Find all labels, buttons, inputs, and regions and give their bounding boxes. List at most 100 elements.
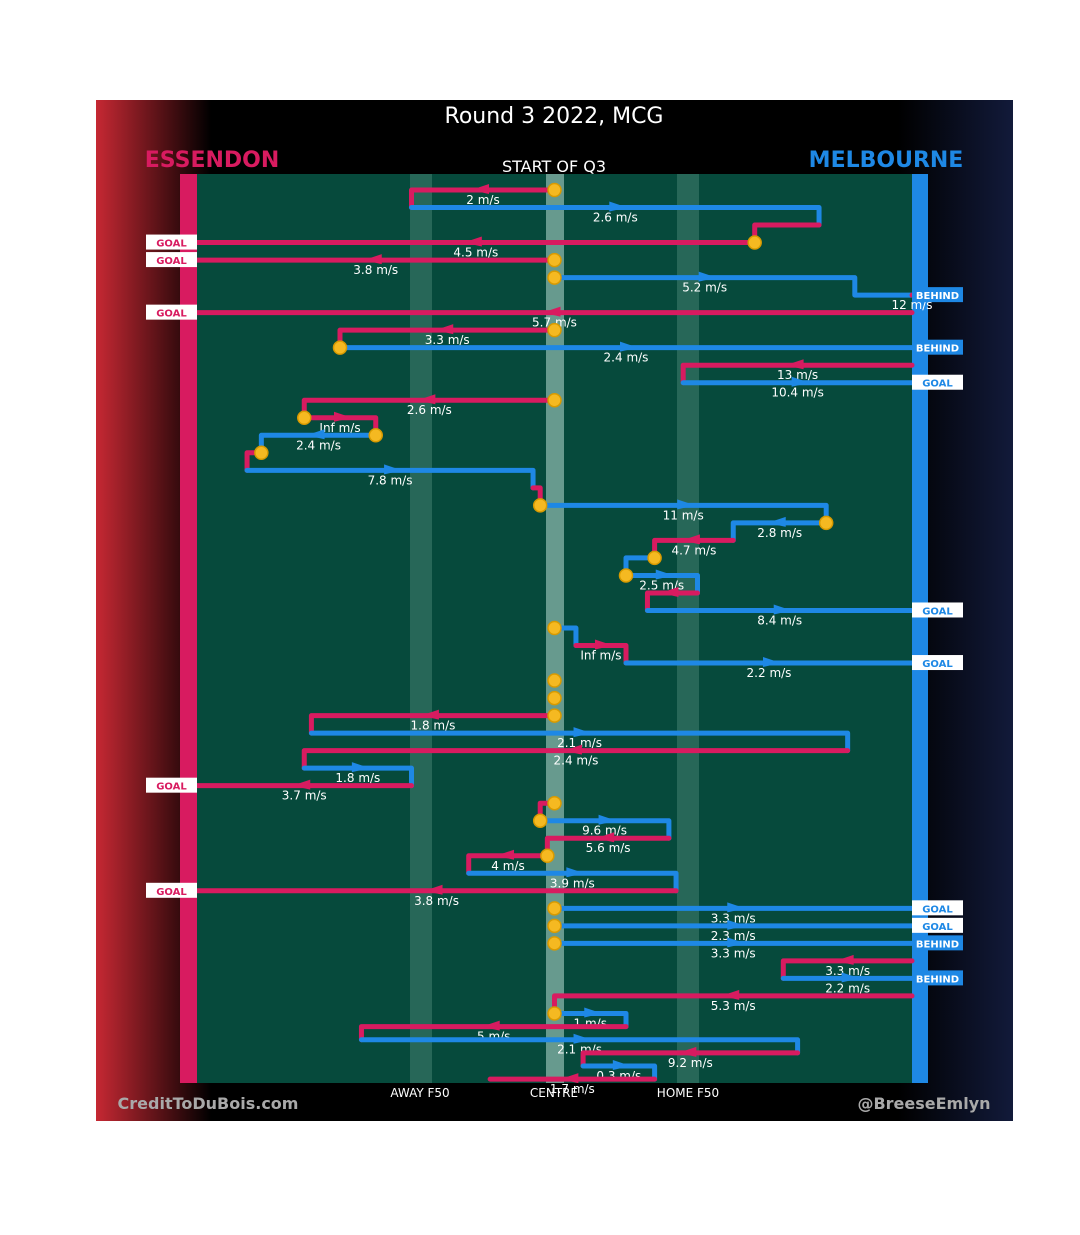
speed-label: 4 m/s	[491, 859, 524, 873]
chain-43: 3.3 m/s	[780, 954, 915, 981]
stoppage-marker	[368, 428, 383, 443]
chain-41: 2.3 m/s GOAL	[547, 917, 963, 943]
chain-18: 2.8 m/s	[730, 515, 834, 543]
stoppage-marker	[547, 673, 562, 688]
away-goal-post-bar	[180, 174, 197, 1083]
speed-label: 5.3 m/s	[711, 999, 756, 1013]
speed-label: 3.3 m/s	[711, 946, 756, 960]
chain-path	[680, 362, 915, 386]
outcome-label: GOAL	[156, 256, 187, 267]
chain-24	[547, 620, 579, 649]
chain-arrow	[727, 902, 746, 913]
outcome-badge-goal: GOAL	[912, 655, 963, 671]
outcome-badge-goal: GOAL	[146, 304, 197, 320]
chain-arrow	[560, 1073, 579, 1084]
speed-label: 13 m/s	[777, 368, 818, 382]
stoppage-marker	[332, 340, 348, 355]
chain-32: 1.8 m/s	[301, 762, 414, 789]
speed-label: 10.4 m/s	[771, 386, 824, 400]
chain-23: 8.4 m/s GOAL	[644, 602, 963, 627]
possession-chains: 2 m/s 2.6 m/s 4.5 m/s GOAL 3.8 m/s GOAL 5.2 m/…	[146, 182, 963, 1096]
stoppage-marker	[547, 708, 562, 723]
chain-arrow	[655, 569, 674, 580]
chain-arrow	[471, 184, 489, 194]
chain-arrow	[384, 464, 403, 475]
chain-arrow	[573, 727, 592, 738]
outcome-label: GOAL	[156, 887, 187, 898]
chain-14	[244, 445, 269, 473]
stoppage-marker	[647, 550, 662, 566]
chain-arrow	[424, 884, 443, 895]
stoppage-marker	[547, 690, 562, 706]
stoppage-marker	[547, 795, 562, 811]
chain-arrow	[835, 954, 854, 965]
chain-31: 2.4 m/s	[301, 744, 851, 771]
chain-33: 3.7 m/s GOAL	[146, 777, 414, 803]
outcome-label: BEHIND	[916, 291, 959, 302]
chain-arrow	[573, 1033, 592, 1044]
speed-label: 11 m/s	[663, 508, 704, 522]
speed-label: 3.8 m/s	[353, 263, 398, 277]
outcome-label: BEHIND	[916, 939, 959, 950]
speed-label: 8.4 m/s	[757, 613, 802, 627]
speed-label: 2 m/s	[466, 193, 499, 207]
stoppage-marker	[547, 322, 562, 338]
speed-label: 5.6 m/s	[586, 841, 631, 855]
speed-label: 2.2 m/s	[825, 981, 870, 995]
chain-29: 1.8 m/s	[308, 708, 562, 736]
chain-path	[580, 1050, 801, 1069]
speed-label: 1.8 m/s	[411, 719, 456, 733]
home-goal-post-bar	[912, 174, 928, 1083]
chain-arrow	[584, 1007, 603, 1018]
chain-path	[358, 1024, 629, 1043]
chain-arrow	[542, 306, 561, 317]
stoppage-marker	[547, 901, 562, 916]
tick-label-centre: CENTRE	[530, 1086, 578, 1100]
speed-label: 2.8 m/s	[757, 526, 802, 540]
chain-arrow	[620, 341, 638, 352]
speed-label: 4.7 m/s	[671, 543, 716, 557]
chain-arrow	[841, 972, 860, 983]
chain-arrow	[363, 254, 382, 265]
chain-path	[623, 572, 700, 596]
chain-26: 2.2 m/s GOAL	[623, 655, 963, 680]
chain-3: 3.8 m/s GOAL	[146, 252, 562, 277]
chain-path	[644, 590, 700, 613]
stoppage-marker	[547, 1006, 562, 1021]
chain-arrow	[677, 499, 696, 510]
chain-27	[547, 673, 562, 688]
speed-label: 2.3 m/s	[711, 929, 756, 943]
chain-39: 3.8 m/s GOAL	[146, 882, 679, 908]
chart-title: Round 3 2022, MCG	[445, 104, 664, 129]
chain-arrow	[767, 516, 786, 527]
speed-label: 7.8 m/s	[368, 473, 413, 487]
speed-label: Inf m/s	[319, 421, 360, 435]
outcome-badge-goal: GOAL	[146, 234, 197, 250]
chain-arrow	[334, 411, 352, 422]
chain-arrow	[596, 832, 615, 843]
chain-arrow	[306, 429, 325, 440]
chain-15: 7.8 m/s	[244, 464, 536, 491]
chain-40: 3.3 m/s GOAL	[547, 900, 963, 925]
outcome-badge-goal: GOAL	[912, 602, 963, 618]
chain-arrow	[698, 271, 717, 282]
stoppage-marker	[254, 445, 269, 461]
speed-label: 2.4 m/s	[296, 438, 341, 452]
speed-label: 9.2 m/s	[668, 1056, 713, 1070]
outcome-label: BEHIND	[916, 344, 959, 355]
stoppage-marker	[618, 568, 634, 583]
speed-label: 5.7 m/s	[532, 316, 577, 330]
speed-label: 3.3 m/s	[825, 964, 870, 978]
speed-label: 5.2 m/s	[682, 281, 727, 295]
chain-path	[552, 1010, 629, 1030]
chain-28	[547, 690, 562, 706]
chain-2: 4.5 m/s GOAL	[146, 222, 822, 260]
chain-9: 13 m/s	[680, 359, 915, 386]
speed-label: 2.4 m/s	[604, 351, 649, 365]
outcome-badge-behind: BEHIND	[912, 970, 963, 986]
chain-path	[573, 643, 629, 666]
outcome-badge-goal: GOAL	[146, 777, 197, 793]
outcome-label: GOAL	[156, 309, 187, 320]
stoppage-marker	[547, 918, 562, 934]
chain-path	[409, 205, 822, 228]
